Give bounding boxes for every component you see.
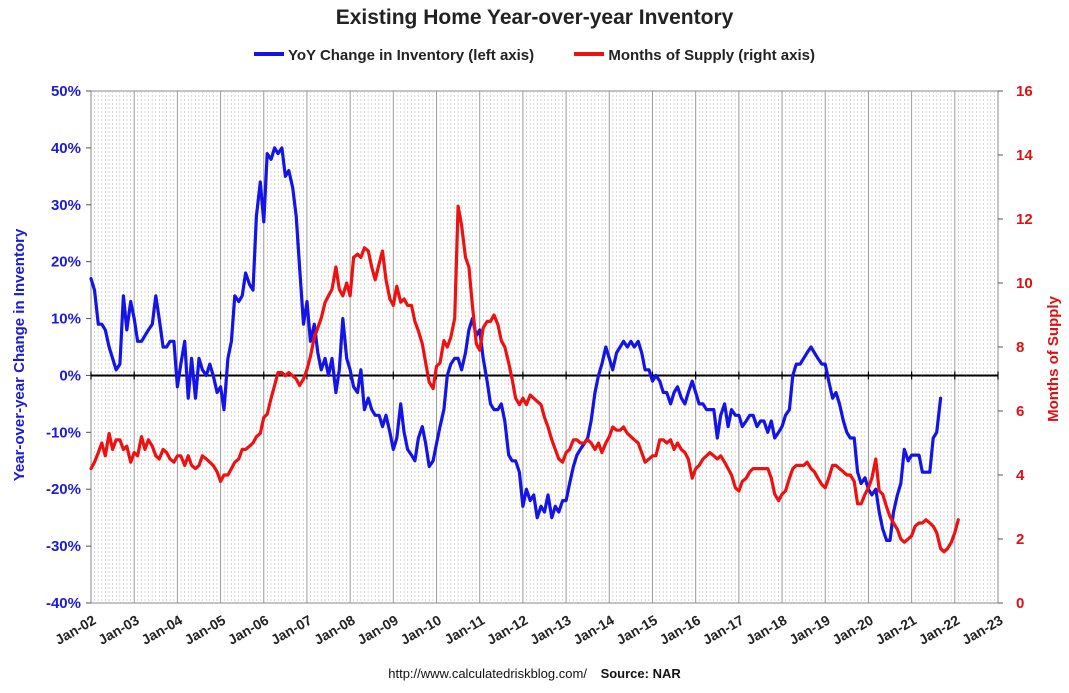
y-left-tick-label: -10% xyxy=(46,424,81,441)
y-right-tick-label: 14 xyxy=(1016,147,1033,164)
x-tick-label: Jan-21 xyxy=(873,612,920,648)
y-left-tick-label: -20% xyxy=(46,481,81,498)
y-right-tick-label: 0 xyxy=(1016,595,1024,612)
x-tick-label: Jan-09 xyxy=(354,612,401,648)
footer-url: http://www.calculatedriskblog.com/ xyxy=(388,666,587,681)
legend-label-yoy: YoY Change in Inventory (left axis) xyxy=(287,47,535,64)
series-line-yoy-inventory xyxy=(89,146,943,542)
y-left-tick-label: 20% xyxy=(51,254,81,271)
x-tick-label: Jan-10 xyxy=(398,612,445,648)
x-tick-label: Jan-17 xyxy=(700,612,747,648)
x-tick-label: Jan-13 xyxy=(527,612,574,648)
y-left-tick-label: -40% xyxy=(46,595,81,612)
legend-swatch-yoy xyxy=(253,52,284,57)
y-right-tick-label: 10 xyxy=(1016,275,1033,292)
y-right-axis-title: Months of Supply xyxy=(1045,295,1062,421)
x-tick-label: Jan-20 xyxy=(830,612,877,648)
x-tick-label: Jan-16 xyxy=(657,612,704,648)
y-right-tick-label: 12 xyxy=(1016,211,1033,228)
y-left-tick-label: -30% xyxy=(46,538,81,555)
chart-title: Existing Home Year-over-year Inventory xyxy=(335,6,734,29)
y-right-tick-label: 4 xyxy=(1016,467,1025,484)
y-left-tick-label: 30% xyxy=(51,197,81,214)
legend-label-months-supply: Months of Supply (right axis) xyxy=(608,47,815,64)
x-tick-label: Jan-11 xyxy=(441,612,487,648)
y-left-axis-title: Year-over-year Change in Inventory xyxy=(11,228,28,481)
x-tick-label: Jan-23 xyxy=(959,612,1006,648)
chart-footer: http://www.calculatedriskblog.com/ Sourc… xyxy=(0,666,1069,681)
x-tick-label: Jan-07 xyxy=(268,612,315,648)
y-left-tick-label: 10% xyxy=(51,311,81,328)
legend-item-months-supply: Months of Supply (right axis) xyxy=(574,47,815,64)
legend-item-yoy: YoY Change in Inventory (left axis) xyxy=(253,47,535,64)
x-tick-label: Jan-14 xyxy=(570,612,617,648)
x-tick-label: Jan-19 xyxy=(786,612,833,648)
x-tick-label: Jan-06 xyxy=(225,612,272,648)
chart-legend: YoY Change in Inventory (left axis) Mont… xyxy=(0,47,1069,64)
y-right-tick-label: 16 xyxy=(1016,83,1033,100)
x-tick-label: Jan-05 xyxy=(182,612,229,648)
y-left-tick-label: 50% xyxy=(51,83,81,100)
y-right-tick-label: 2 xyxy=(1016,531,1024,548)
x-tick-label: Jan-02 xyxy=(52,612,99,648)
x-tick-label: Jan-12 xyxy=(484,612,531,648)
y-right-tick-label: 6 xyxy=(1016,403,1024,420)
x-tick-label: Jan-08 xyxy=(311,612,358,648)
legend-swatch-months-supply xyxy=(574,52,605,57)
y-left-tick-label: 40% xyxy=(51,140,81,157)
x-tick-label: Jan-03 xyxy=(95,612,142,648)
y-left-tick-label: 0% xyxy=(59,367,81,384)
x-tick-label: Jan-04 xyxy=(138,612,185,648)
x-tick-label: Jan-18 xyxy=(743,612,790,648)
x-tick-label: Jan-22 xyxy=(916,612,963,648)
footer-source: Source: NAR xyxy=(600,666,681,681)
series-line-months-supply xyxy=(89,204,960,554)
x-tick-label: Jan-15 xyxy=(614,612,661,648)
y-right-tick-label: 8 xyxy=(1016,339,1024,356)
